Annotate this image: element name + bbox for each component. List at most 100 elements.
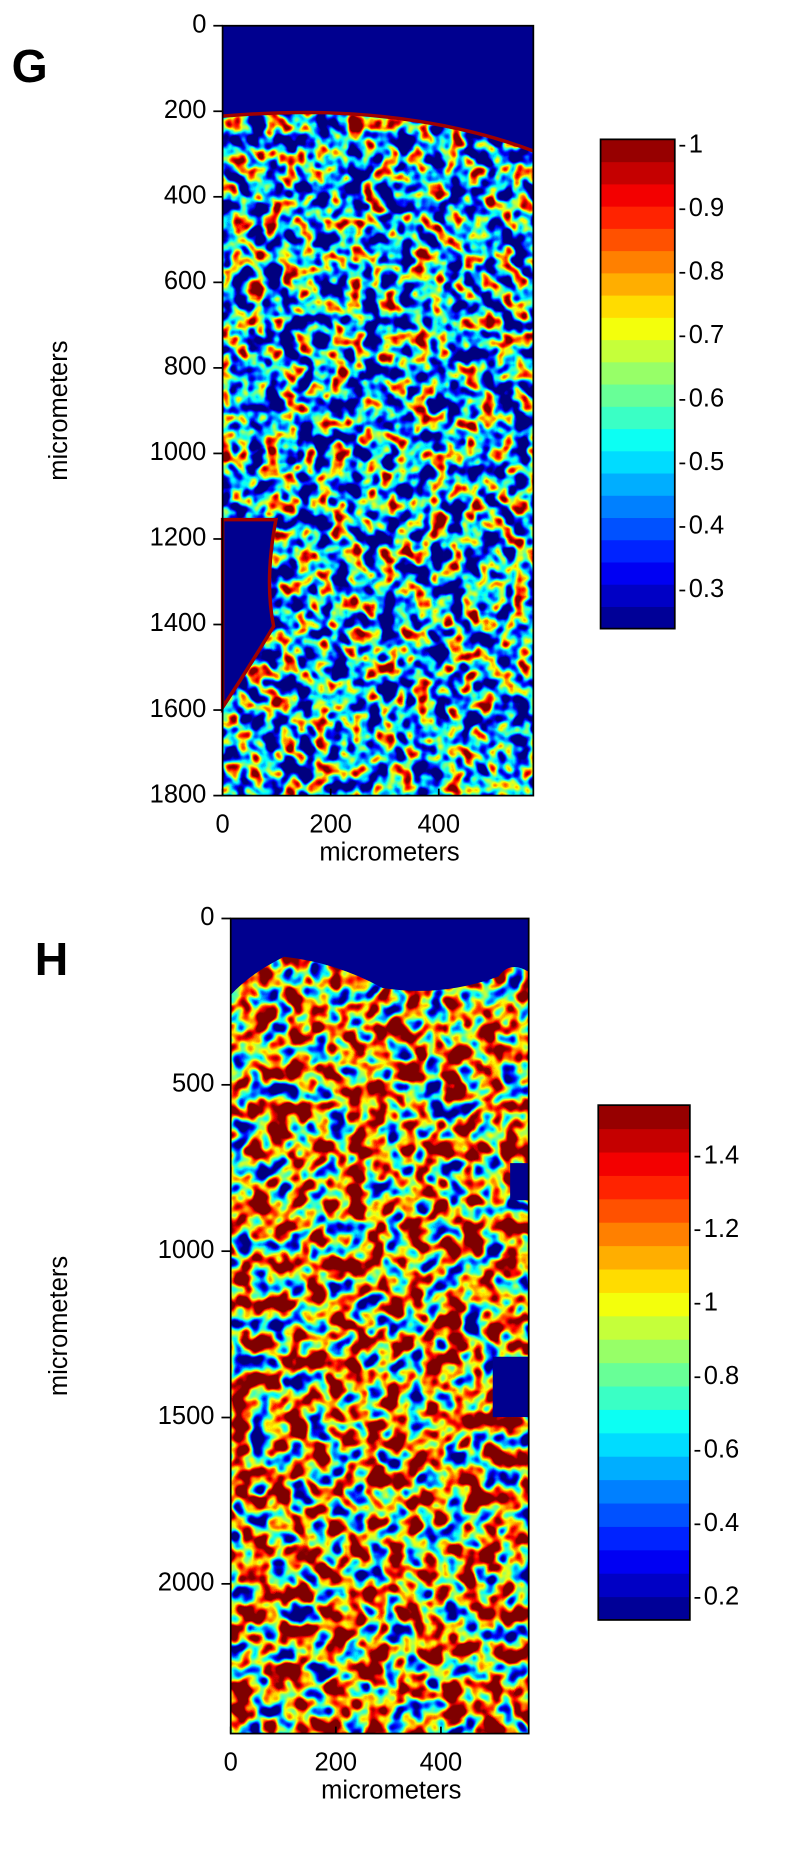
y-tick-label: 1000 <box>150 438 207 466</box>
colorbar-band <box>600 317 675 341</box>
x-tick-label: 200 <box>309 810 352 838</box>
colorbar-tick-label: 1.2 <box>704 1215 739 1243</box>
x-tick-label: 400 <box>420 1748 463 1776</box>
y-axis-label: micrometers <box>45 341 73 481</box>
mask <box>222 25 534 151</box>
colorbar-band <box>600 606 675 630</box>
colorbar-band <box>598 1573 690 1598</box>
y-tick-label: 1500 <box>158 1402 215 1430</box>
colorbar-band <box>598 1222 690 1247</box>
heatmap-image <box>230 918 529 1734</box>
y-tick-label: 500 <box>172 1070 215 1098</box>
y-tick-label: 1600 <box>150 695 207 723</box>
colorbar-band <box>600 295 675 318</box>
colorbar-frame <box>599 138 676 630</box>
y-tick-label: 800 <box>164 353 207 381</box>
colorbar-band <box>598 1596 690 1621</box>
colorbar-tick-label: 1 <box>704 1288 718 1316</box>
y-tick-label: 0 <box>200 903 214 931</box>
y-tick-label: 1400 <box>150 609 207 637</box>
colorbar-tick-label: 0.6 <box>689 385 724 413</box>
colorbar-band <box>598 1526 690 1551</box>
colorbar-band <box>598 1362 690 1387</box>
mask <box>220 517 279 714</box>
colorbar-band <box>600 495 675 519</box>
colorbar-band <box>598 1128 690 1153</box>
mask-edge <box>222 110 534 153</box>
colorbar-tick-label: 0.2 <box>704 1583 739 1611</box>
colorbar-band <box>600 517 675 541</box>
colorbar-band <box>598 1105 690 1130</box>
mask <box>230 918 529 996</box>
colorbar-band <box>598 1268 690 1293</box>
colorbar-band <box>600 383 675 407</box>
plot-frame <box>229 917 530 1735</box>
colorbar-band <box>600 228 675 252</box>
plot-frame <box>221 24 535 797</box>
colorbar-band <box>600 250 675 274</box>
colorbar-band <box>598 1385 690 1410</box>
colorbar-band <box>598 1245 690 1270</box>
colorbar-tick-label: 0.5 <box>689 448 724 476</box>
x-axis-label: micrometers <box>319 838 459 866</box>
colorbar-tick-label: 1 <box>689 130 703 158</box>
colorbar-band <box>600 139 675 163</box>
colorbar-tick-label: 0.4 <box>689 512 724 540</box>
colorbar-band <box>598 1315 690 1340</box>
colorbar-frame <box>597 1104 691 1621</box>
x-tick-label: 0 <box>216 810 230 838</box>
y-tick-label: 200 <box>164 96 207 124</box>
colorbar-band <box>598 1151 690 1176</box>
colorbar-band <box>600 584 675 607</box>
colorbar-band <box>600 539 675 563</box>
y-tick-label: 1200 <box>150 524 207 552</box>
colorbar-tick-label: 0.7 <box>689 321 724 349</box>
colorbar-band <box>600 450 675 474</box>
heatmap-image <box>222 25 534 796</box>
colorbar-band <box>598 1339 690 1364</box>
colorbar-tick-label: 0.8 <box>689 258 724 286</box>
x-tick-label: 400 <box>417 810 460 838</box>
y-tick-label: 600 <box>164 267 207 295</box>
colorbar-tick-label: 0.4 <box>704 1509 739 1537</box>
colorbar-tick-label: 0.9 <box>689 194 724 222</box>
colorbar-band <box>598 1549 690 1574</box>
colorbar-band <box>598 1432 690 1457</box>
colorbar-band <box>600 272 675 296</box>
colorbar-tick-label: 1.4 <box>704 1141 739 1169</box>
colorbar-band <box>598 1456 690 1481</box>
mask <box>510 1163 529 1201</box>
colorbar-band <box>600 406 675 430</box>
colorbar-tick-label: 0.3 <box>689 575 724 603</box>
colorbar-band <box>598 1409 690 1434</box>
panel-label: H <box>35 933 68 985</box>
y-tick-label: 1000 <box>158 1236 215 1264</box>
colorbar-band <box>598 1292 690 1317</box>
colorbar-tick-label: 0.6 <box>704 1436 739 1464</box>
y-tick-label: 400 <box>164 182 207 210</box>
colorbar-band <box>600 361 675 385</box>
colorbar-tick-label: 0.8 <box>704 1362 739 1390</box>
x-tick-label: 200 <box>315 1748 358 1776</box>
colorbar-band <box>598 1175 690 1200</box>
colorbar-band <box>598 1502 690 1527</box>
colorbar-band <box>600 472 675 496</box>
x-tick-label: 0 <box>224 1748 238 1776</box>
colorbar-band <box>600 428 675 452</box>
y-axis-label: micrometers <box>45 1256 73 1396</box>
colorbar-band <box>598 1198 690 1223</box>
colorbar-band <box>600 183 675 207</box>
y-tick-label: 1800 <box>150 780 207 808</box>
y-tick-label: 0 <box>192 10 206 38</box>
colorbar-band <box>600 339 675 363</box>
colorbar-band <box>598 1479 690 1504</box>
y-tick-label: 2000 <box>158 1569 215 1597</box>
x-axis-label: micrometers <box>321 1776 461 1804</box>
colorbar-band <box>600 561 675 585</box>
panel-label: G <box>12 40 48 92</box>
colorbar-band <box>600 206 675 229</box>
colorbar-band <box>600 161 675 185</box>
